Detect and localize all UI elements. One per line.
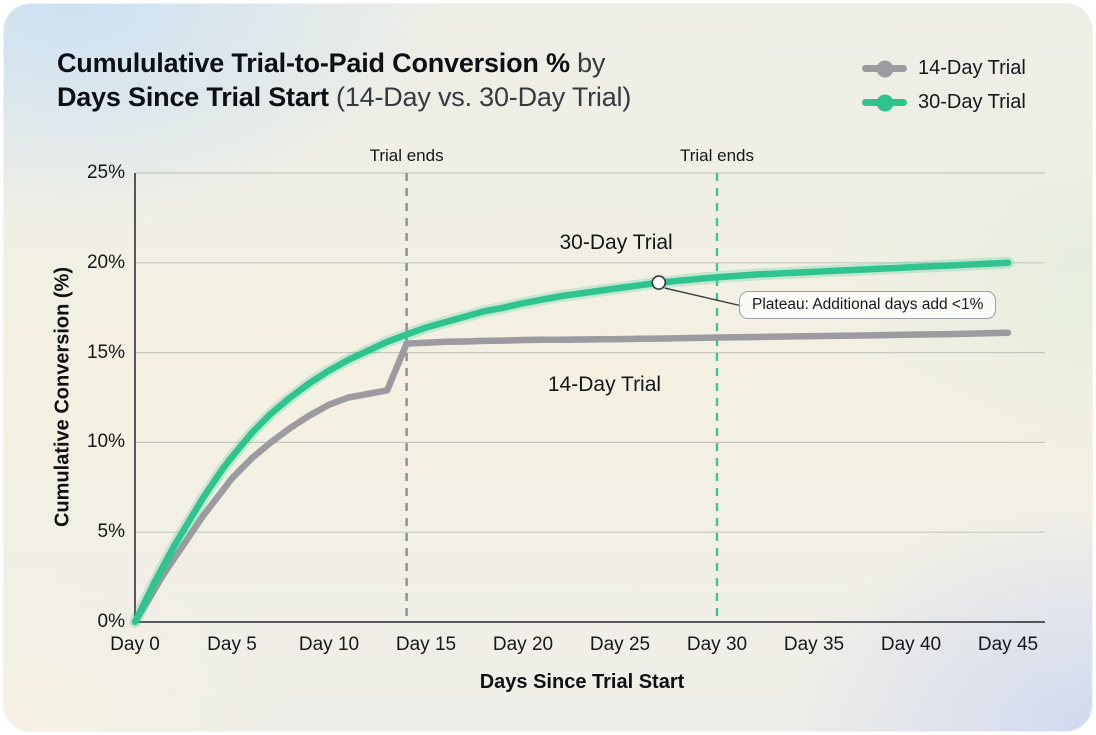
x-tick-label: Day 20 <box>492 634 554 655</box>
card-background <box>4 4 1092 731</box>
title-rest-2: (14-Day vs. 30-Day Trial) <box>328 82 632 112</box>
series-label-30day: 30-Day Trial <box>559 231 673 255</box>
y-tick-label: 0% <box>97 611 125 632</box>
plateau-callout: Plateau: Additional days add <1% <box>739 291 997 319</box>
chart-title-line1: Cumululative Trial-to-Paid Conversion % … <box>57 46 631 80</box>
trial-ends-label-14day: Trial ends <box>369 146 444 165</box>
series-label-14day: 14-Day Trial <box>547 372 662 396</box>
x-tick-label: Day 40 <box>880 634 942 655</box>
y-tick-label: 25% <box>86 162 125 183</box>
legend-dot-icon <box>876 94 893 111</box>
legend-row: 30-Day Trial <box>862 87 1026 118</box>
y-tick-label: 5% <box>97 521 125 543</box>
x-tick-label: Day 30 <box>686 634 748 655</box>
x-tick-label: Day 15 <box>395 634 457 655</box>
legend-dot-icon <box>876 60 893 77</box>
x-tick-label: Day 0 <box>110 634 160 655</box>
x-tick-label: Day 45 <box>977 634 1039 655</box>
line-dot-swatch-icon <box>862 60 907 77</box>
x-axis-title: Days Since Trial Start <box>479 671 685 693</box>
legend-label-14day: 14-Day Trial <box>918 57 1026 79</box>
series-line-30day <box>131 259 1012 626</box>
legend-row: 14-Day Trial <box>862 53 1026 84</box>
trial-ends-label-30day: Trial ends <box>679 146 754 165</box>
annotation-connector <box>664 287 743 307</box>
y-tick-label: 20% <box>86 251 125 273</box>
y-tick-label: 10% <box>86 431 125 453</box>
x-tick-label: Day 5 <box>207 634 257 655</box>
legend: 14-Day Trial 30-Day Trial <box>862 53 1026 118</box>
chart-title: Cumululative Trial-to-Paid Conversion % … <box>57 46 631 114</box>
line-dot-swatch-icon <box>862 94 907 111</box>
x-tick-label: Day 35 <box>783 634 845 655</box>
title-rest-1: by <box>569 48 606 78</box>
chart-title-line2: Days Since Trial Start (14-Day vs. 30-Da… <box>57 80 631 114</box>
title-bold-2: Days Since Trial Start <box>57 82 329 112</box>
y-axis-title: Cumulative Conversion (%) <box>51 266 74 528</box>
x-tick-label: Day 10 <box>298 634 360 655</box>
legend-label-30day: 30-Day Trial <box>918 91 1026 113</box>
title-bold-1: Cumululative Trial-to-Paid Conversion % <box>57 48 570 78</box>
x-tick-label: Day 25 <box>589 634 651 655</box>
series-line-14day <box>131 329 1012 626</box>
annotation-point-marker <box>651 275 667 290</box>
y-tick-label: 15% <box>86 341 125 363</box>
